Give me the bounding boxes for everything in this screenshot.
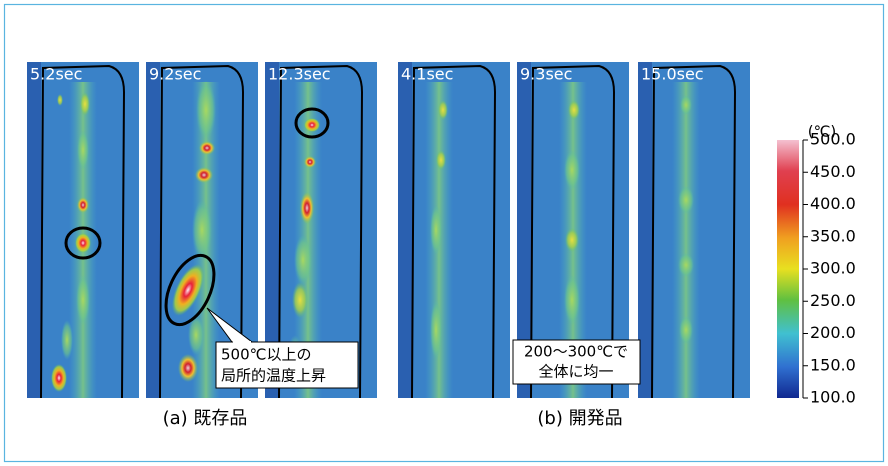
- hot-spot: [76, 275, 90, 325]
- annotation: 500℃以上の: [221, 346, 311, 364]
- hot-spot: [80, 92, 90, 116]
- caption: (a) 既存品: [163, 408, 248, 429]
- hot-spot: [430, 300, 442, 360]
- colorbar-tick-label: 250.0: [810, 291, 856, 310]
- colorbar-tick-label: 200.0: [810, 323, 856, 342]
- colorbar-tick-label: 450.0: [810, 162, 856, 181]
- hot-spot: [568, 100, 580, 120]
- time-label: 9.2sec: [149, 65, 201, 84]
- hot-spot: [680, 95, 692, 115]
- hot-spot: [564, 150, 580, 190]
- colorbar: [777, 140, 799, 398]
- annotation: 200〜300℃で: [524, 343, 628, 361]
- time-label: 9.3sec: [520, 65, 572, 84]
- hot-spot: [304, 118, 320, 132]
- hot-spot: [304, 156, 316, 168]
- hot-spot: [77, 197, 89, 213]
- hot-spot: [57, 94, 63, 106]
- hot-spot: [61, 320, 73, 360]
- image-edge: [146, 62, 160, 398]
- colorbar-tick-label: 400.0: [810, 194, 856, 213]
- annotation: 局所的温度上昇: [221, 367, 326, 385]
- time-label: 5.2sec: [30, 65, 82, 84]
- image-edge: [398, 62, 412, 398]
- time-label: 12.3sec: [268, 65, 331, 84]
- hot-spot: [292, 282, 308, 318]
- hot-spot: [178, 354, 198, 382]
- hot-spot: [196, 80, 216, 140]
- hot-spot: [436, 150, 446, 170]
- thermal-images: 5.2sec 9.2sec 12.3sec 4.1sec 9.3sec 15.0sec: [27, 62, 750, 398]
- hot-spot: [77, 130, 89, 170]
- colorbar-tick-label: 150.0: [810, 355, 856, 374]
- hot-spot: [438, 100, 448, 120]
- hot-spot: [678, 186, 694, 214]
- hot-spot: [565, 228, 579, 252]
- annotation: 全体に均一: [538, 363, 613, 381]
- colorbar-tick-label: 500.0: [810, 130, 856, 149]
- time-label: 4.1sec: [401, 65, 453, 84]
- hot-spot: [192, 200, 212, 260]
- hot-spot: [294, 235, 312, 285]
- hot-spot: [300, 192, 314, 224]
- hot-spot: [75, 233, 91, 253]
- caption: (b) 開発品: [537, 408, 622, 429]
- colorbar-tick-label: 350.0: [810, 226, 856, 245]
- heat-band: [672, 82, 700, 398]
- hot-spot: [195, 167, 213, 183]
- hot-spot: [199, 141, 215, 155]
- colorbar-ticks: 500.0 450.0 400.0 350.0 300.0 250.0 200.0 150.0…: [803, 130, 856, 407]
- figure: 5.2sec 9.2sec 12.3sec 4.1sec 9.3sec 15.0sec (…: [0, 0, 888, 466]
- colorbar-tick-label: 300.0: [810, 259, 856, 278]
- hot-spot: [679, 316, 693, 344]
- colorbar-tick-label: 100.0: [810, 388, 856, 407]
- time-label: 15.0sec: [641, 65, 704, 84]
- image-edge: [27, 62, 41, 398]
- hot-spot: [678, 253, 694, 277]
- hot-spot: [564, 275, 580, 325]
- hot-spot: [51, 364, 67, 392]
- hot-spot: [430, 205, 442, 255]
